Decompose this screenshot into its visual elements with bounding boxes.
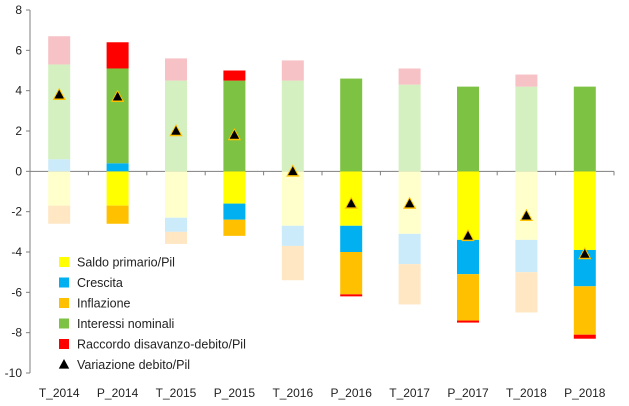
bar-segment-1 [223,203,246,220]
bar-segment-1 [165,217,187,232]
bar-segment-1 [281,225,304,246]
bar-segment-1 [515,239,538,273]
legend-label: Variazione debito/Pil [77,358,190,372]
marker-point [346,198,356,208]
bar-segment-0 [515,171,538,240]
bar-segment-2 [48,205,71,224]
marker-point [112,91,123,101]
bar-segment-0 [48,171,71,206]
legend-label: Saldo primario/Pil [77,256,175,270]
bar-segment-4 [106,42,129,69]
bar-segment-3 [398,84,421,172]
marker-point [54,89,64,99]
x-tick-label: P_2016 [331,386,373,400]
bar-segment-2 [106,205,129,224]
y-tick-label: -4 [11,245,22,259]
marker-point [463,230,473,240]
legend-swatch [59,339,69,349]
legend-swatch [59,298,69,308]
bar-segment-3 [106,68,129,164]
y-tick-label: 0 [15,164,22,178]
bar-segment-1 [457,239,479,275]
legend-label: Inflazione [77,297,131,311]
bar-segment-4 [573,334,596,339]
y-tick-label: -2 [11,205,22,219]
bar-segment-3 [223,80,246,172]
marker-point [521,210,532,220]
bar-segment-2 [281,245,304,281]
bar-segment-2 [457,274,479,321]
bar-segment-4 [48,36,71,65]
bar-segment-2 [340,252,363,295]
x-tick-label: T_2018 [506,386,547,400]
y-tick-label: 2 [15,124,22,138]
bar-segment-2 [515,272,538,313]
x-tick-label: P_2014 [97,386,139,400]
marker-point [404,198,415,208]
x-tick-label: P_2017 [447,386,489,400]
legend-swatch [59,257,69,267]
bar-segment-2 [398,264,421,305]
y-tick-label: -8 [11,326,22,340]
bar-segment-0 [457,171,479,240]
y-tick-label: 8 [15,3,22,17]
y-tick-label: -10 [5,366,23,380]
marker-point [288,166,298,176]
bar-segment-4 [457,320,479,323]
bar-segment-4 [223,70,246,81]
bar-segment-4 [165,58,187,81]
legend-label: Interessi nominali [77,317,174,331]
bar-segment-0 [281,171,304,226]
bar-segment-3 [457,86,479,172]
bar-segment-1 [48,159,71,172]
bar-segment-0 [573,171,596,250]
bar-segment-4 [515,74,538,87]
bar-segment-3 [573,86,596,172]
y-tick-label: 4 [15,84,22,98]
legend-swatch [59,277,69,288]
bar-segment-3 [515,86,538,172]
y-tick-label: -6 [11,285,22,299]
bar-segment-3 [281,80,304,172]
marker-point [171,126,181,135]
bar-segment-3 [340,78,363,172]
marker-point [229,130,240,139]
bar-segment-0 [223,171,246,204]
bar-segment-1 [398,233,421,265]
bar-segment-4 [340,294,363,297]
x-tick-label: T_2015 [156,386,197,400]
x-tick-label: T_2017 [389,386,430,400]
bar-segment-2 [573,286,596,335]
x-tick-label: P_2015 [214,386,256,400]
bar-segment-4 [398,68,421,85]
bar-segment-3 [48,64,71,160]
bar-segment-0 [165,171,187,218]
bar-segment-4 [281,60,304,81]
legend-label: Crescita [77,276,123,290]
bar-segment-1 [340,225,363,252]
legend-label: Raccordo disavanzo-debito/Pil [77,338,246,352]
bar-segment-2 [165,231,187,244]
y-tick-label: 6 [15,43,22,57]
bar-segment-2 [223,219,246,236]
x-tick-label: T_2016 [272,386,313,400]
bar-segment-1 [106,163,129,172]
marker-point [580,249,590,258]
x-tick-label: P_2018 [564,386,606,400]
legend-swatch [59,318,69,329]
bar-segment-0 [106,171,129,206]
x-tick-label: T_2014 [39,386,80,400]
legend-marker [58,359,70,369]
